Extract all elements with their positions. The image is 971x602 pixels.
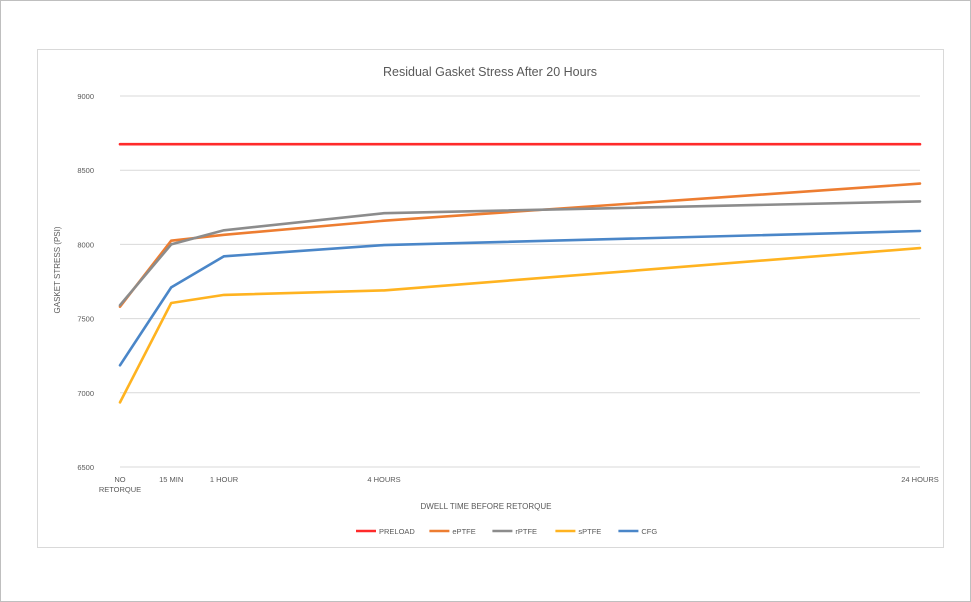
legend-label-cfg: CFG <box>641 527 657 536</box>
x-tick-label: 24 HOURS <box>901 475 939 484</box>
x-axis-ticks: NO RETORQUE 15 MIN 1 HOUR 4 HOURS 24 HOURS <box>99 475 939 494</box>
y-axis-ticks: 6500 7000 7500 8000 8500 9000 <box>77 92 94 472</box>
legend-label-eptfe: ePTFE <box>452 527 475 536</box>
x-tick-label: 1 HOUR <box>210 475 239 484</box>
y-axis-title: GASKET STRESS (PSI) <box>53 226 62 313</box>
x-axis-title: DWELL TIME BEFORE RETORQUE <box>421 502 552 511</box>
series-lines <box>118 142 922 404</box>
y-tick-label: 7500 <box>77 315 94 324</box>
series-line-eptfe <box>118 182 922 309</box>
x-tick-label: 4 HOURS <box>367 475 400 484</box>
legend-label-sptfe: sPTFE <box>578 527 601 536</box>
x-tick-label-line: NO <box>114 475 125 484</box>
x-tick-label-line: 1 HOUR <box>210 475 239 484</box>
line-chart: 6500 7000 7500 8000 8500 9000 NO RETORQUE 15 MI… <box>53 65 939 536</box>
y-tick-label: 7000 <box>77 389 94 398</box>
x-tick-label: 15 MIN <box>159 475 183 484</box>
x-tick-label-line: 15 MIN <box>159 475 183 484</box>
x-tick-label-line: RETORQUE <box>99 485 141 494</box>
series-line-sptfe <box>118 246 922 404</box>
series-line-rptfe <box>118 200 922 307</box>
chart-title: Residual Gasket Stress After 20 Hours <box>383 65 597 79</box>
y-tick-label: 6500 <box>77 463 94 472</box>
y-tick-label: 8500 <box>77 166 94 175</box>
y-tick-label: 8000 <box>77 240 94 249</box>
x-tick-label-line: 24 HOURS <box>901 475 939 484</box>
x-tick-label: NO RETORQUE <box>99 475 141 494</box>
legend: PRELOAD ePTFE rPTFE sPTFE CFG <box>356 527 657 536</box>
chart-frame: 6500 7000 7500 8000 8500 9000 NO RETORQUE 15 MI… <box>37 49 944 548</box>
legend-label-rptfe: rPTFE <box>515 527 537 536</box>
x-tick-label-line: 4 HOURS <box>367 475 400 484</box>
series-line-cfg <box>118 229 922 367</box>
legend-label-preload: PRELOAD <box>379 527 415 536</box>
gridlines <box>120 95 920 468</box>
y-tick-label: 9000 <box>77 92 94 101</box>
